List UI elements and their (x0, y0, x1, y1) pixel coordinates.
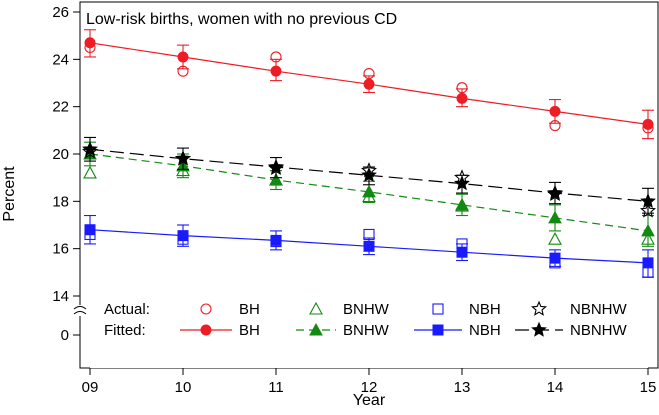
y-tick-label: 26 (52, 4, 69, 21)
legend-fitted-marker-bh (200, 324, 212, 336)
legend-fitted-entry-bh: BH (239, 322, 260, 339)
legend-fitted-marker-bnhw (309, 322, 323, 336)
legend-actual-entry-nbnhw: NBNHW (570, 301, 628, 318)
fitted-point-bnhw (362, 184, 376, 198)
axis-break-icon (73, 306, 87, 315)
legend-actual-entry-nbh: NBH (469, 301, 501, 318)
fitted-point-nbnhw (454, 175, 470, 191)
x-tick-label: 12 (361, 379, 378, 396)
fitted-point-nbnhw (268, 158, 284, 174)
legend-actual-marker-nbnhw (530, 300, 548, 316)
series-nbnhw (81, 136, 657, 218)
legend-actual-entry-bh: BH (239, 301, 260, 318)
fitted-point-nbh (177, 230, 189, 242)
x-tick-label: 14 (547, 379, 564, 396)
legend-fitted-label: Fitted: (104, 322, 146, 339)
x-tick-label: 15 (640, 379, 657, 396)
fitted-point-bh (177, 51, 189, 63)
legend-actual-entry-bnhw: BNHW (343, 301, 390, 318)
fitted-point-bh (549, 105, 561, 117)
legend-fitted-entry-nbh: NBH (469, 322, 501, 339)
fitted-point-bh (363, 78, 375, 90)
legend-fitted-marker-nbh (432, 324, 444, 336)
legend-background (90, 296, 648, 368)
plot-area (81, 29, 657, 278)
axis-break-gap (74, 305, 86, 316)
actual-point-bnhw (83, 165, 97, 179)
actual-point-bh (363, 67, 375, 80)
fitted-point-nbnhw (175, 150, 191, 166)
legend: Actual: Fitted: BH BH BNHW BNHW NBH NBH NBNHW NBN… (90, 296, 648, 368)
x-axis-label: Year (353, 392, 386, 409)
actual-point-bnhw (548, 232, 562, 245)
y-tick-label: 16 (52, 241, 69, 258)
fitted-point-bnhw (641, 223, 655, 237)
fitted-point-nbh (456, 246, 468, 258)
fitted-point-nbh (549, 252, 561, 264)
actual-point-nbnhw (81, 143, 99, 159)
chart-title: Low-risk births, women with no previous … (86, 11, 397, 28)
legend-fitted-entry-nbnhw: NBNHW (570, 322, 628, 339)
fitted-point-nbh (84, 224, 96, 236)
legend-actual-marker-bnhw (309, 301, 323, 315)
series-nbh (84, 214, 654, 278)
y-tick-label: 20 (52, 146, 69, 163)
actual-point-bh (456, 82, 468, 94)
fitted-point-nbnhw (82, 140, 98, 156)
y-axis-label: Percent (1, 166, 18, 222)
series-bh (84, 29, 654, 140)
x-tick-label: 09 (82, 379, 99, 396)
x-tick-label: 10 (175, 379, 192, 396)
actual-point-bh (177, 65, 189, 77)
y-tick-label: 18 (52, 193, 69, 210)
fitted-point-bnhw (455, 197, 469, 211)
legend-actual-label: Actual: (104, 301, 150, 318)
fitted-point-nbnhw (361, 166, 377, 183)
actual-point-nbh (363, 228, 375, 241)
fitted-point-bh (270, 65, 282, 77)
fitted-point-nbh (363, 240, 375, 252)
y-tick-label: 14 (52, 288, 69, 305)
fitted-point-nbh (270, 234, 282, 246)
actual-point-bh (270, 51, 282, 63)
legend-fitted-entry-bnhw: BNHW (343, 322, 390, 339)
y-tick-label: 24 (52, 51, 69, 68)
fitted-point-bh (456, 92, 468, 104)
fitted-point-nbnhw (547, 184, 563, 200)
legend-actual-marker-nbh (432, 303, 444, 315)
legend-fitted-marker-nbnhw (531, 321, 547, 337)
x-tick-label: 13 (454, 379, 471, 396)
fitted-point-bh (84, 37, 96, 49)
actual-point-bnhw (641, 232, 655, 245)
y-tick-label: 22 (52, 99, 69, 116)
fitted-point-bnhw (269, 172, 283, 186)
fitted-point-bnhw (548, 210, 562, 224)
fitted-point-nbh (642, 257, 654, 269)
actual-point-bh (549, 120, 561, 132)
legend-actual-marker-bh (200, 303, 212, 315)
fitted-point-nbnhw (640, 193, 656, 209)
actual-point-nbnhw (639, 202, 657, 218)
y-tick-label: 0 (61, 327, 69, 344)
x-tick-label: 11 (268, 379, 284, 396)
fitted-point-bh (642, 118, 654, 130)
